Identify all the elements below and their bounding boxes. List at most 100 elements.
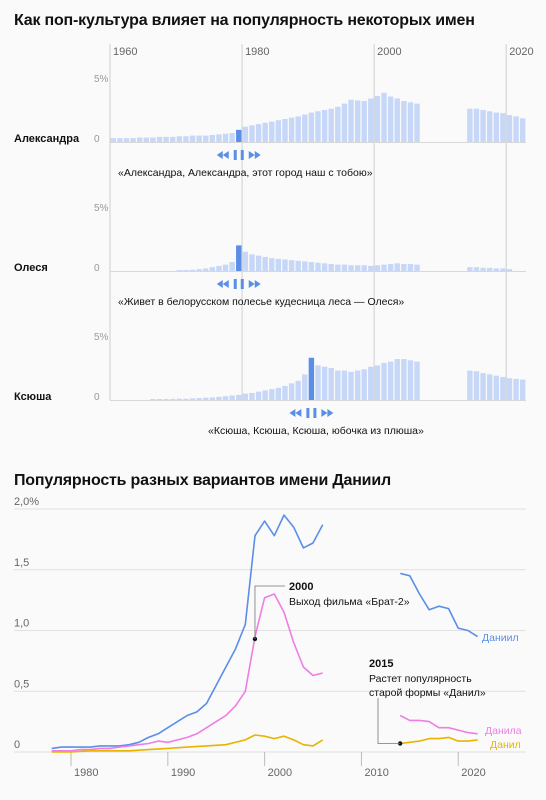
x-tick-label: 2020 <box>509 46 533 58</box>
bar-Ксюша-2001 <box>381 362 387 400</box>
bar-Александра-2020 <box>506 115 513 142</box>
bar-Ксюша-1973 <box>196 398 202 400</box>
bar-Ксюша-1978 <box>229 395 235 400</box>
bar-Александра-1968 <box>163 136 169 142</box>
series-line-Данила-1 <box>399 714 478 735</box>
bar-Ксюша-1980 <box>242 393 249 400</box>
x-tick-label: 1980 <box>245 46 269 58</box>
rewind-icon <box>216 280 229 288</box>
bar-Олеся-1993 <box>328 263 334 271</box>
series-label: Данил <box>490 739 521 751</box>
bar-Олеся-2014 <box>467 267 473 271</box>
bar-Олеся-1980 <box>242 251 249 271</box>
pause-icon <box>233 279 237 289</box>
bar-Александра-2000 <box>374 95 381 142</box>
bar-Александра-2001 <box>381 92 387 142</box>
bar-Ксюша-1996 <box>348 371 354 400</box>
bar-Олеся-1990 <box>308 262 315 271</box>
bar-Александра-1969 <box>170 136 176 142</box>
series-label: Даниил <box>482 632 519 644</box>
bar-Александра-2019 <box>500 113 506 142</box>
bar-Олеся-1984 <box>269 258 275 271</box>
y-tick-label: 2,0% <box>14 496 39 508</box>
bar-Ксюша-1987 <box>288 383 295 400</box>
headline-daniil: Популярность разных вариантов имени Дани… <box>14 472 391 489</box>
pause-icon <box>240 150 244 160</box>
pause-icon <box>313 408 317 418</box>
bar-Александра-1979 <box>236 129 242 142</box>
song-quote: «Живет в белорусском полесье кудесница л… <box>118 296 404 308</box>
bar-Ксюша-2015 <box>473 371 480 400</box>
bar-Олеся-1999 <box>368 265 374 271</box>
rewind-icon <box>216 151 229 159</box>
bar-Ксюша-1995 <box>341 370 348 400</box>
bar-Александра-1986 <box>282 118 288 142</box>
bar-Александра-1962 <box>123 138 130 142</box>
bar-Олеся-2006 <box>414 264 420 271</box>
y-tick-label: 5% <box>94 74 109 85</box>
bar-Александра-1971 <box>183 136 189 142</box>
series-line-Данила-0 <box>51 593 323 752</box>
bar-Олеся-2018 <box>493 268 499 271</box>
bar-Ксюша-1990 <box>308 357 315 400</box>
bar-Александра-2016 <box>480 110 486 142</box>
bar-Ксюша-2019 <box>500 376 506 400</box>
bar-Ксюша-1993 <box>328 368 334 400</box>
x-tick-label: 2010 <box>364 767 388 779</box>
bar-Олеся-1973 <box>196 269 202 271</box>
bar-Ксюша-1969 <box>170 398 176 400</box>
series-label: Данила <box>485 725 522 737</box>
bar-Александра-2003 <box>394 98 400 142</box>
bar-Ксюша-1971 <box>183 398 189 400</box>
bar-Александра-1981 <box>249 125 255 142</box>
bar-Олеся-2000 <box>374 265 381 271</box>
y-tick-label: 0 <box>14 739 20 751</box>
bar-Александра-1987 <box>288 117 295 142</box>
bar-Ксюша-1984 <box>269 389 275 400</box>
annotation-leader <box>377 698 401 744</box>
x-tick-label: 1960 <box>113 46 137 58</box>
song-quote: «Ксюша, Ксюша, Ксюша, юбочка из плюша» <box>208 425 424 437</box>
bar-Александра-1980 <box>242 126 249 142</box>
bar-Ксюша-1977 <box>222 396 229 400</box>
bar-Ксюша-1972 <box>189 398 196 400</box>
bar-Олеся-1995 <box>341 264 348 271</box>
bar-Олеся-1983 <box>262 256 268 271</box>
bar-Ксюша-2020 <box>506 378 513 400</box>
bar-Олеся-1970 <box>176 270 183 271</box>
bar-Ксюша-2017 <box>486 374 493 400</box>
bar-Александра-1997 <box>354 100 361 142</box>
bar-Ксюша-1983 <box>262 390 268 400</box>
annotation-text: Выход фильма «Брат-2» <box>289 596 410 608</box>
bar-Александра-2017 <box>486 111 493 142</box>
bar-Александра-1991 <box>315 111 321 142</box>
annotation-text: Растет популярность <box>369 673 472 685</box>
bar-Александра-1974 <box>203 135 209 142</box>
annotation-year: 2015 <box>369 658 393 670</box>
bar-Александра-1970 <box>176 136 183 142</box>
fast-forward-icon <box>248 280 261 288</box>
bar-Александра-1989 <box>302 114 308 142</box>
bar-Александра-1976 <box>216 134 222 142</box>
bar-Ксюша-1991 <box>315 365 321 400</box>
bar-Ксюша-1998 <box>361 369 367 400</box>
bar-Олеся-1976 <box>216 265 222 271</box>
bar-Александра-1998 <box>361 101 367 142</box>
y-tick-label: 5% <box>94 332 109 343</box>
bar-Александра-1973 <box>196 135 202 142</box>
bar-Ксюша-1992 <box>321 366 328 400</box>
series-line-Даниил-0 <box>51 514 324 750</box>
series-line-Данил-0 <box>51 734 324 753</box>
bar-Олеся-1988 <box>295 260 301 271</box>
bar-Ксюша-2003 <box>394 359 400 400</box>
bar-Олеся-1981 <box>249 254 255 271</box>
bar-Александра-1983 <box>262 122 268 142</box>
name-label: Александра <box>14 133 80 145</box>
bar-Олеся-1972 <box>189 269 196 271</box>
bar-Олеся-2001 <box>381 264 387 271</box>
bar-Александра-1977 <box>222 133 229 142</box>
headline-pop-culture: Как поп-культура влияет на популярность … <box>14 12 475 29</box>
bar-Олеся-1977 <box>222 264 229 271</box>
bar-Ксюша-1986 <box>282 385 288 400</box>
